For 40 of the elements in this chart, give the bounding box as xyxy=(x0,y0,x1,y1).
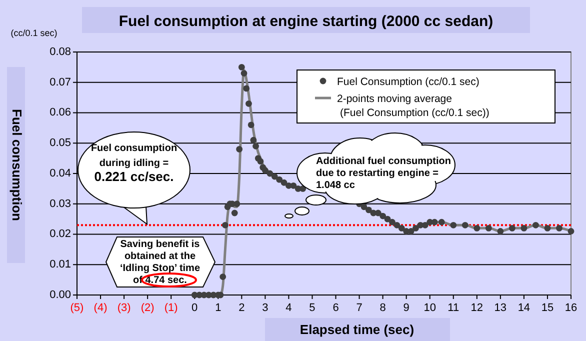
y-tick-label: 0.08 xyxy=(50,46,71,58)
chart-title: Fuel consumption at engine starting (2000 cc sedan) xyxy=(118,13,494,30)
x-tick-label: 10 xyxy=(424,302,436,314)
annotation: Fuel consumption during idling = 0.221 cc/sec. xyxy=(90,143,178,184)
y-tick-label: 0.01 xyxy=(50,258,71,271)
x-tick-label: (1) xyxy=(164,302,178,314)
y-tick-label: 0.03 xyxy=(50,198,71,210)
x-tick-label: 4 xyxy=(286,302,292,314)
y-tick-label: 0.06 xyxy=(50,106,71,119)
x-tick-label: 9 xyxy=(403,302,410,314)
x-tick-label: (2) xyxy=(140,302,154,314)
text: (cc/0.1 sec) xyxy=(10,28,58,38)
legend-label: 2-points moving average (Fuel Consumption (cc/0.1 sec)) xyxy=(337,93,490,119)
annotation: Additional fuel consumption due to restarting engine = 1.048 cc xyxy=(316,156,451,191)
y-tick-label: 0.07 xyxy=(50,76,71,88)
x-tick-label: 7 xyxy=(356,302,362,314)
y-tick-label: 0.02 xyxy=(50,228,71,240)
y-axis-title: Fuel consumption xyxy=(10,109,25,222)
x-tick-label: (3) xyxy=(117,302,131,314)
annotation: Saving benefit is obtained at the ‘Idling Stop’ time of 4.74 sec. xyxy=(120,239,200,286)
x-tick-label: 13 xyxy=(494,302,507,314)
x-tick-label: 0 xyxy=(192,302,198,314)
x-tick-label: 2 xyxy=(238,302,245,314)
x-tick-label: 11 xyxy=(448,302,460,314)
x-tick-label: 14 xyxy=(518,302,530,314)
x-tick-label: 1 xyxy=(215,302,222,314)
legend-label: Fuel Consumption (cc/0.1 sec) xyxy=(337,76,480,88)
x-axis-title: Elapsed time (sec) xyxy=(300,322,414,337)
x-tick-label: 5 xyxy=(309,302,316,314)
x-tick-label: 6 xyxy=(332,302,339,314)
x-tick-label: (5) xyxy=(70,302,84,314)
x-tick-label: 3 xyxy=(262,302,268,314)
x-tick-label: 8 xyxy=(380,302,386,314)
x-tick-label: 16 xyxy=(564,302,578,314)
y-tick-label: 0.00 xyxy=(50,288,71,301)
y-tick-label: 0.04 xyxy=(50,167,71,180)
y-tick-label: 0.05 xyxy=(50,137,71,150)
x-tick-label: 12 xyxy=(470,302,484,314)
x-tick-label: (4) xyxy=(94,302,108,314)
x-tick-label: 15 xyxy=(541,302,554,314)
